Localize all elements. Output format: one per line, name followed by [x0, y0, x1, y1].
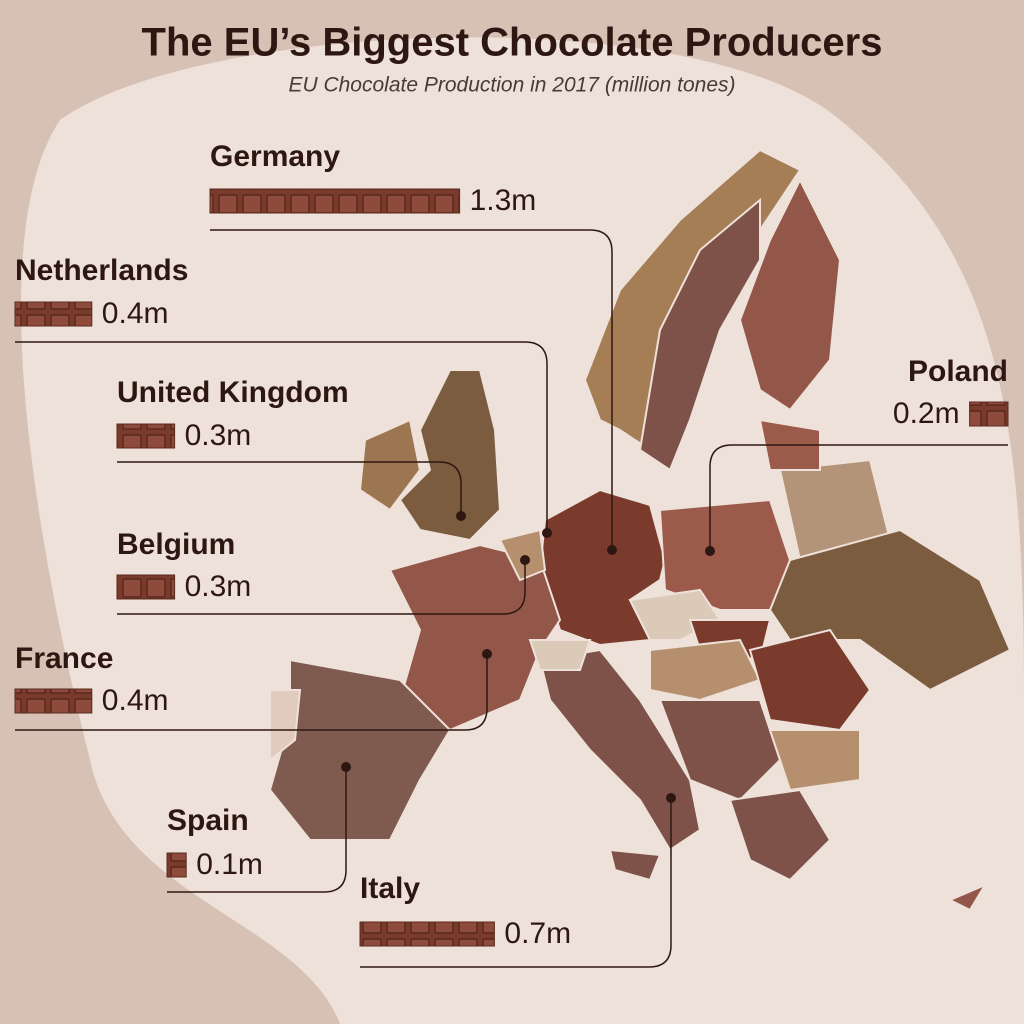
- leader-line: [360, 798, 672, 968]
- value-label: 1.3m: [470, 184, 537, 217]
- map-dot: [705, 546, 715, 556]
- chocolate-bar: [14, 688, 93, 714]
- map-dot: [482, 649, 492, 659]
- subtitle: EU Chocolate Production in 2017 (million…: [288, 74, 735, 97]
- country-name: Belgium: [117, 528, 235, 561]
- value-label: 0.1m: [196, 848, 263, 881]
- chocolate-bar: [14, 301, 93, 327]
- value-label: 0.7m: [504, 917, 571, 950]
- chocolate-bar: [969, 401, 1009, 427]
- leader-line: [210, 229, 613, 550]
- map-dot: [666, 793, 676, 803]
- value-label: 0.3m: [185, 419, 252, 452]
- chocolate-bar: [116, 574, 176, 600]
- country-name: Spain: [167, 804, 249, 837]
- leader-line: [117, 560, 526, 615]
- country-name: Poland: [908, 355, 1008, 388]
- chocolate-bar: [166, 852, 187, 878]
- leader-line: [167, 767, 347, 893]
- country-name: United Kingdom: [117, 376, 349, 409]
- chocolate-bar: [209, 188, 461, 214]
- map-dot: [520, 555, 530, 565]
- country-name: France: [15, 642, 113, 675]
- map: [268, 148, 1012, 912]
- leader-line: [117, 461, 462, 516]
- country-name: Italy: [360, 872, 420, 905]
- map-dot: [607, 545, 617, 555]
- map-dot: [341, 762, 351, 772]
- value-label: 0.4m: [102, 297, 169, 330]
- value-label: 0.3m: [185, 570, 252, 603]
- leader-line: [15, 654, 488, 731]
- value-label: 0.4m: [102, 684, 169, 717]
- map-dot: [456, 511, 466, 521]
- country-name: Netherlands: [15, 254, 188, 287]
- country-name: Germany: [210, 140, 340, 173]
- chocolate-bar: [359, 921, 495, 947]
- leader-line: [15, 341, 548, 533]
- value-label: 0.2m: [893, 397, 960, 430]
- map-dot: [542, 528, 552, 538]
- title: The EU’s Biggest Chocolate Producers: [142, 21, 883, 65]
- leader-line: [709, 444, 1008, 551]
- chocolate-bar: [116, 423, 176, 449]
